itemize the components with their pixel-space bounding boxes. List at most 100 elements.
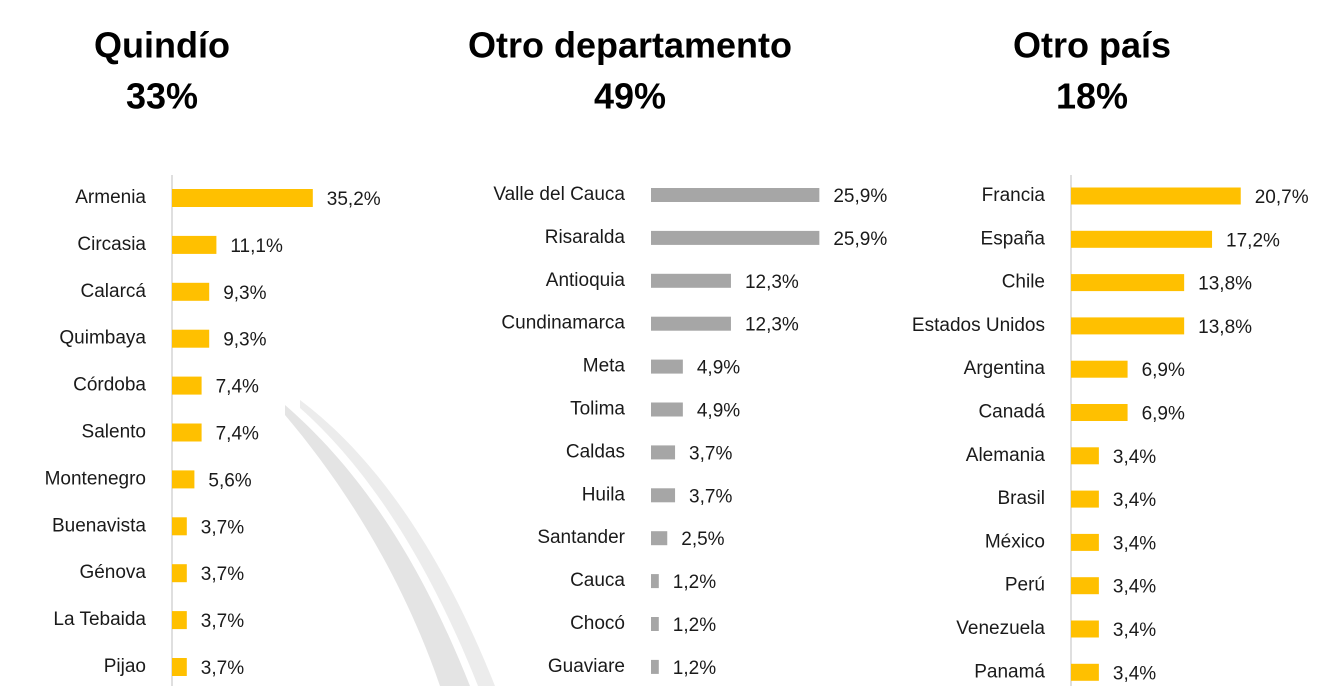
value-label: 7,4%	[216, 424, 259, 445]
category-label: Francia	[982, 185, 1046, 206]
value-label: 3,4%	[1113, 620, 1156, 641]
value-label: 3,7%	[201, 611, 244, 632]
bar	[1071, 317, 1185, 335]
category-label: Brasil	[997, 488, 1045, 509]
category-label: Venezuela	[956, 618, 1045, 639]
value-label: 35,2%	[327, 189, 381, 210]
bar	[651, 574, 659, 589]
value-label: 1,2%	[673, 658, 716, 679]
value-label: 3,7%	[201, 517, 244, 538]
value-label: 9,3%	[223, 283, 266, 304]
category-label: Chocó	[570, 613, 625, 634]
chart-subtitle: 49%	[594, 76, 666, 117]
value-label: 13,8%	[1198, 274, 1252, 295]
bar	[1071, 490, 1099, 508]
bar	[651, 402, 683, 417]
bar	[651, 230, 820, 245]
bar	[172, 282, 210, 301]
value-label: 6,9%	[1142, 404, 1185, 425]
category-label: México	[985, 531, 1045, 552]
bar	[651, 659, 659, 674]
category-label: Huila	[582, 484, 626, 505]
category-label: Panamá	[974, 661, 1045, 682]
value-label: 25,9%	[833, 186, 887, 207]
category-label: Chile	[1002, 272, 1045, 293]
category-label: Meta	[583, 356, 626, 377]
value-label: 3,4%	[1113, 490, 1156, 511]
value-label: 4,9%	[697, 358, 740, 379]
category-label: Pijao	[104, 656, 146, 677]
category-label: Cauca	[570, 570, 625, 591]
value-label: 20,7%	[1255, 187, 1309, 208]
category-label: Alemania	[966, 445, 1046, 466]
decoration	[285, 405, 470, 686]
value-label: 3,4%	[1113, 663, 1156, 684]
value-label: 3,4%	[1113, 533, 1156, 554]
bar	[1071, 447, 1099, 465]
bar	[651, 316, 731, 331]
bar	[1071, 577, 1099, 595]
category-label: Estados Unidos	[912, 315, 1045, 336]
category-label: Antioquia	[546, 270, 626, 291]
chart-title: Otro departamento	[468, 25, 792, 66]
bar	[172, 658, 187, 676]
value-label: 6,9%	[1142, 360, 1185, 381]
category-label: Génova	[79, 562, 146, 583]
value-label: 3,7%	[201, 658, 244, 679]
value-label: 2,5%	[681, 529, 724, 550]
category-label: Armenia	[75, 187, 146, 208]
value-label: 5,6%	[208, 470, 251, 491]
chart-subtitle: 18%	[1056, 76, 1128, 117]
bar	[1071, 404, 1128, 421]
chart-subtitle: 33%	[126, 76, 198, 117]
category-label: La Tebaida	[53, 609, 146, 630]
value-label: 7,4%	[216, 377, 259, 398]
category-label: Buenavista	[52, 515, 146, 536]
category-label: Circasia	[77, 234, 146, 255]
value-label: 1,2%	[673, 615, 716, 636]
bar	[651, 531, 668, 546]
value-label: 3,7%	[689, 443, 732, 464]
bar	[651, 617, 659, 631]
bar	[651, 188, 820, 202]
value-label: 12,3%	[745, 272, 799, 293]
value-label: 25,9%	[833, 229, 887, 250]
category-label: Montenegro	[45, 468, 146, 489]
bar	[172, 611, 187, 630]
value-label: 3,7%	[201, 564, 244, 585]
bar	[1071, 187, 1241, 205]
bar	[172, 517, 187, 536]
category-label: Quimbaya	[59, 328, 146, 349]
category-label: Perú	[1005, 575, 1045, 596]
bar	[172, 329, 210, 348]
category-label: Canadá	[978, 402, 1045, 423]
bar	[1071, 230, 1213, 248]
value-label: 1,2%	[673, 572, 716, 593]
value-label: 13,8%	[1198, 317, 1252, 338]
value-label: 12,3%	[745, 315, 799, 336]
category-label: Córdoba	[73, 375, 146, 396]
value-label: 3,4%	[1113, 577, 1156, 598]
value-label: 17,2%	[1226, 230, 1280, 251]
value-label: 3,4%	[1113, 447, 1156, 468]
bar	[1071, 620, 1099, 638]
category-label: Tolima	[570, 399, 625, 420]
value-label: 11,1%	[230, 236, 283, 257]
bar	[651, 359, 683, 374]
category-label: Guaviare	[548, 656, 625, 677]
category-label: Risaralda	[545, 227, 626, 248]
bar	[172, 564, 187, 583]
value-label: 4,9%	[697, 401, 740, 422]
bar	[1071, 663, 1099, 681]
value-label: 9,3%	[223, 330, 266, 351]
category-label: Calarcá	[81, 281, 147, 302]
bar	[172, 470, 195, 489]
bar	[172, 423, 202, 442]
bar	[1071, 533, 1099, 551]
decoration	[300, 400, 495, 686]
bar	[651, 445, 676, 460]
bar	[172, 189, 313, 207]
category-label: España	[981, 228, 1046, 249]
bar	[651, 488, 676, 503]
